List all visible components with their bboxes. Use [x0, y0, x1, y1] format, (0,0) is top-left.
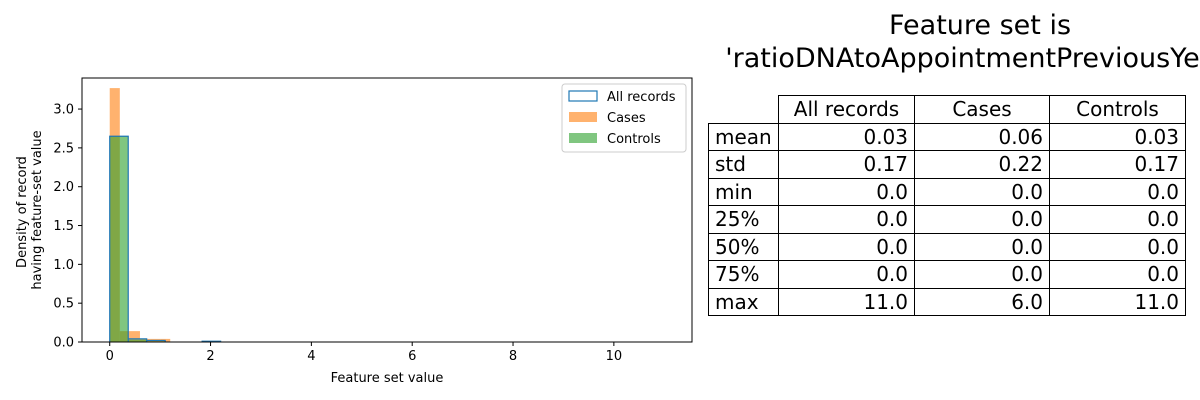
table-cell: 0.17 [1049, 150, 1186, 179]
row-label: std [708, 150, 779, 179]
legend-swatch [569, 112, 597, 122]
x-tick-label: 0 [106, 349, 114, 364]
table-cell: 0.0 [778, 232, 915, 261]
bar-controls [109, 136, 129, 342]
table-corner [708, 95, 779, 124]
table-row: 75% 0.0 0.0 0.0 [708, 260, 1186, 289]
table-cell: 6.0 [914, 287, 1050, 316]
table-cell: 0.0 [778, 205, 915, 234]
y-axis-label-line-2: having feature-set value [30, 130, 45, 289]
table-cell: 0.0 [1049, 205, 1186, 234]
x-tick-label: 6 [408, 349, 416, 364]
table-title-line-2: 'ratioDNAtoAppointmentPreviousYear' [725, 43, 1200, 74]
table-cell: 0.03 [1049, 122, 1186, 151]
table-cell: 0.0 [914, 177, 1050, 206]
histogram-bars [109, 88, 222, 342]
table-cell: 11.0 [1049, 287, 1186, 316]
table-cell: 0.22 [914, 150, 1050, 179]
summary-stats-table: All records Cases Controls mean 0.03 0.06 0… [708, 95, 1186, 316]
x-axis-label: Feature set value [331, 371, 444, 386]
column-header: Controls [1049, 95, 1186, 124]
table-cell: 0.0 [778, 260, 915, 289]
table-title-line-1: Feature set is [888, 10, 1072, 41]
row-label: 50% [708, 232, 779, 261]
table-cell: 0.0 [778, 177, 915, 206]
row-label: 25% [708, 205, 779, 234]
legend-swatch [568, 90, 598, 102]
column-header: Cases [914, 95, 1050, 124]
table-row: 50% 0.0 0.0 0.0 [708, 232, 1186, 261]
table-cell: 11.0 [778, 287, 915, 316]
legend-label: All records [607, 90, 676, 105]
table-row: mean 0.03 0.06 0.03 [708, 122, 1186, 151]
bar-cases [129, 331, 140, 342]
column-header: All records [778, 95, 915, 124]
table-body: mean 0.03 0.06 0.03 std 0.17 0.22 0.17 min 0.0 0.0… [708, 122, 1186, 316]
y-axis-label: Density of record having feature-set val… [15, 130, 45, 289]
x-tick-label: 4 [307, 349, 315, 364]
table-row: 25% 0.0 0.0 0.0 [708, 205, 1186, 234]
y-tick-label: 2.0 [53, 180, 74, 195]
y-tick-label: 3.0 [53, 103, 74, 118]
x-tick-label: 10 [606, 349, 623, 364]
table-row: max 11.0 6.0 11.0 [708, 287, 1186, 316]
table-cell: 0.0 [914, 260, 1050, 289]
table-row: std 0.17 0.22 0.17 [708, 150, 1186, 179]
table-cell: 0.0 [1049, 260, 1186, 289]
legend-swatch [569, 133, 597, 143]
legend-label: Controls [607, 132, 661, 147]
table-cell: 0.0 [1049, 232, 1186, 261]
row-label: mean [708, 122, 779, 151]
y-tick-label: 2.5 [53, 141, 74, 156]
y-tick-label: 0.5 [53, 297, 74, 312]
bar-controls [128, 339, 147, 342]
bar-outline-all-records [109, 135, 222, 342]
row-label: max [708, 287, 779, 316]
table-cell: 0.03 [778, 122, 915, 151]
table-cell: 0.0 [1049, 177, 1186, 206]
table-cell: 0.0 [914, 205, 1050, 234]
y-axis-label-line-1: Density of record [15, 156, 30, 268]
x-axis-ticks: 0 2 4 6 8 10 [106, 342, 623, 364]
y-tick-label: 1.5 [53, 219, 74, 234]
row-label: min [708, 177, 779, 206]
table-header-row: All records Cases Controls [708, 95, 1186, 124]
y-tick-label: 1.0 [53, 258, 74, 273]
table-row: min 0.0 0.0 0.0 [708, 177, 1186, 206]
table-cell: 0.06 [914, 122, 1050, 151]
y-tick-label: 0.0 [53, 336, 74, 351]
x-tick-label: 2 [206, 349, 214, 364]
legend: All records Cases Controls [561, 83, 687, 153]
table-cell: 0.0 [914, 232, 1050, 261]
row-label: 75% [708, 260, 779, 289]
plot-frame [81, 77, 693, 343]
y-axis-ticks: 0.0 0.5 1.0 1.5 2.0 2.5 3.0 [53, 103, 82, 351]
histogram-chart: 0 2 4 6 8 10 0.0 0.5 1.0 1.5 2.0 2.5 3.0 Feature se… [15, 77, 693, 386]
x-tick-label: 8 [509, 349, 517, 364]
legend-label: Cases [607, 111, 646, 126]
table-cell: 0.17 [778, 150, 915, 179]
